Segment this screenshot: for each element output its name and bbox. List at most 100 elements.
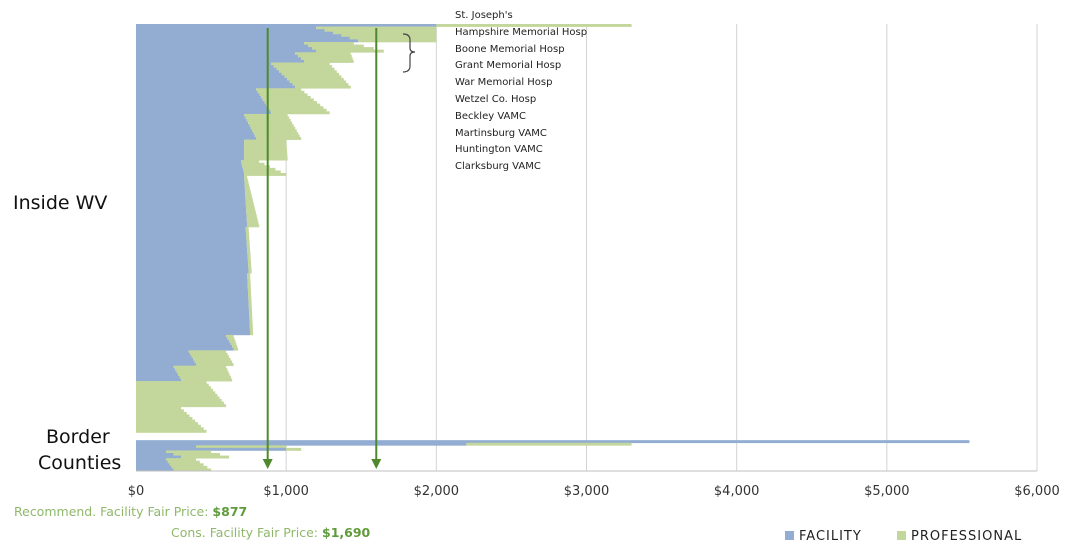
facility-bar <box>136 329 250 333</box>
facility-bar <box>136 198 246 202</box>
professional-bar <box>358 39 437 43</box>
recommend-price-label: Recommend. Facility Fair Price: <box>14 504 213 519</box>
professional-bar <box>136 422 199 426</box>
facility-bar <box>136 288 248 292</box>
facility-bar <box>136 26 317 30</box>
professional-bar <box>247 275 251 279</box>
facility-bar <box>136 147 245 151</box>
facility-bar <box>136 116 246 120</box>
professional-bar <box>245 203 255 207</box>
facility-bar <box>136 59 305 63</box>
facility-bar <box>136 370 177 374</box>
facility-bar <box>136 83 293 87</box>
facility-bar <box>136 119 247 122</box>
facility-bar <box>136 175 245 179</box>
professional-bar <box>244 185 250 189</box>
facility-bar <box>136 334 227 338</box>
facility-bar <box>136 304 249 307</box>
professional-bar <box>244 175 248 179</box>
professional-bar <box>245 190 251 194</box>
professional-bar <box>243 170 281 174</box>
facility-bar <box>136 190 246 194</box>
facility-bar <box>136 65 274 69</box>
facility-bar <box>136 465 172 469</box>
professional-bar <box>244 113 288 117</box>
facility-bar <box>136 95 262 99</box>
facility-bar <box>136 24 437 27</box>
facility-bar <box>136 342 231 346</box>
facility-bar <box>136 131 254 135</box>
cons-price-value: $1,690 <box>322 525 371 540</box>
counties-label: Counties <box>38 452 122 474</box>
facility-bar <box>136 239 247 243</box>
facility-bar <box>136 319 250 323</box>
professional-bar <box>247 288 251 292</box>
professional-bar <box>247 252 251 256</box>
facility-bar <box>136 316 250 320</box>
facility-bar <box>136 268 249 271</box>
professional-bar <box>247 278 251 282</box>
facility-bar <box>136 468 174 472</box>
professional-bar <box>248 291 252 295</box>
facility-bar <box>136 103 267 107</box>
professional-bar <box>227 337 235 341</box>
facility-bar <box>136 257 248 261</box>
professional-bar <box>136 419 196 423</box>
professional-bar <box>245 229 249 233</box>
professional-bar <box>249 322 253 325</box>
professional-bar <box>286 447 302 451</box>
facility-bar <box>136 180 245 184</box>
inside-wv-label: Inside WV <box>13 192 108 214</box>
professional-bar <box>166 458 197 462</box>
professional-bar <box>349 36 437 40</box>
facility-bar <box>136 262 249 266</box>
professional-bar <box>324 29 437 33</box>
professional-bar <box>173 468 212 472</box>
professional-bar <box>266 103 321 107</box>
facility-bar <box>136 185 245 189</box>
facility-bar <box>136 368 176 372</box>
professional-bar <box>279 70 337 74</box>
facility-bar <box>136 75 285 79</box>
facility-bar <box>136 332 251 336</box>
hospital-name: Martinsburg VAMC <box>455 127 547 139</box>
facility-bar <box>136 224 248 228</box>
professional-bar <box>247 257 251 261</box>
professional-bar <box>181 378 233 382</box>
professional-bar <box>242 167 276 171</box>
professional-bar <box>245 201 254 205</box>
professional-bar <box>188 350 227 354</box>
professional-bar <box>247 250 251 253</box>
professional-bar <box>436 24 632 27</box>
professional-bar <box>245 198 253 202</box>
professional-bar <box>248 298 252 302</box>
facility-bar <box>136 229 246 233</box>
facility-bar <box>136 337 228 341</box>
recommend-price-value: $877 <box>212 504 248 519</box>
x-tick-label: $6,000 <box>1014 484 1060 499</box>
professional-bar <box>256 137 302 140</box>
professional-bar <box>136 381 207 385</box>
facility-bar <box>136 255 248 259</box>
professional-bar <box>248 296 252 300</box>
facility-bar <box>136 458 167 462</box>
facility-bar <box>136 196 246 200</box>
professional-bar <box>304 41 354 45</box>
professional-bar <box>246 208 256 212</box>
professional-bar <box>246 211 256 215</box>
professional-bar <box>136 406 182 410</box>
facility-bar <box>136 306 249 310</box>
fair-price-arrowhead <box>371 459 382 469</box>
professional-bar <box>245 226 249 230</box>
facility-bar <box>136 29 325 33</box>
professional-bar <box>249 329 253 333</box>
professional-bar <box>308 44 364 48</box>
facility-bar <box>136 309 249 313</box>
professional-bar <box>244 155 288 158</box>
professional-bar <box>171 465 208 469</box>
professional-bar <box>246 234 250 238</box>
professional-bar <box>173 453 221 456</box>
facility-bar <box>136 278 248 282</box>
professional-bar <box>246 119 291 122</box>
